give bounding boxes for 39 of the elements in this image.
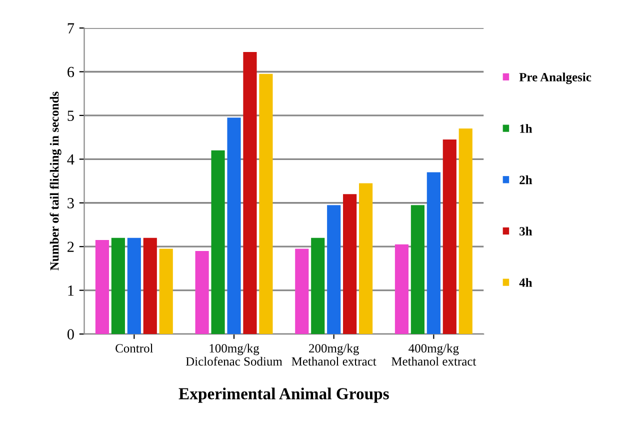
x-tick-label: 100mg/kg Diclofenac Sodium (186, 344, 282, 366)
legend-label: 4h (519, 278, 532, 287)
bar (327, 205, 341, 334)
y-tick-label: 7 (68, 23, 74, 34)
y-tick-label: 4 (67, 154, 74, 164)
y-axis-title: Number of tail flicking in seconds (50, 92, 62, 270)
bar (211, 150, 225, 334)
y-tick-label: 5 (68, 110, 74, 121)
legend-label: Pre Analgesic (519, 72, 592, 84)
x-tick-label: Control (116, 344, 154, 353)
bar (295, 248, 309, 334)
x-tick-label: 200mg/kg Methanol extract (292, 344, 376, 366)
bar (243, 52, 257, 334)
bar (311, 238, 325, 334)
bar (259, 74, 273, 334)
legend-label: 3h (520, 226, 532, 236)
bar (227, 118, 241, 334)
bar (343, 194, 357, 334)
x-tick-label: 400mg/kg Methanol extract (392, 344, 476, 366)
bar (111, 238, 125, 334)
legend-label: 2h (520, 175, 532, 184)
x-axis-title: Experimental Animal Groups (178, 388, 389, 403)
bar (127, 238, 141, 334)
y-tick-label: 0 (67, 329, 74, 340)
bar (359, 183, 373, 334)
y-tick-label: 1 (68, 286, 74, 296)
bar (442, 139, 456, 334)
bar (426, 172, 440, 334)
y-tick-label: 2 (68, 242, 74, 252)
bar (143, 238, 157, 334)
y-tick-label: 6 (68, 66, 74, 78)
bar (394, 244, 409, 334)
bar (159, 248, 173, 334)
bar (410, 205, 424, 334)
bar (458, 128, 472, 334)
legend-label: 1h (520, 124, 532, 133)
bar (195, 250, 209, 334)
bar (95, 240, 109, 334)
y-tick-label: 3 (68, 198, 74, 208)
